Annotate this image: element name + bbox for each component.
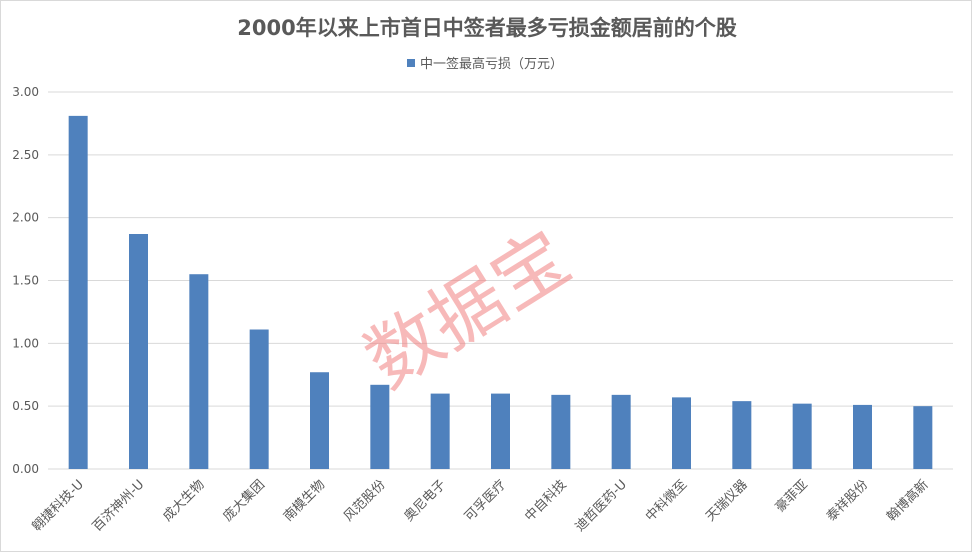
x-tick-label: 百济神州-U — [90, 477, 147, 534]
bar — [310, 372, 329, 469]
legend-swatch — [407, 59, 415, 67]
bar — [68, 115, 88, 470]
legend-label: 中一签最高亏损（万元） — [420, 56, 563, 72]
bar — [129, 234, 148, 469]
chart-title: 2000年以来上市首日中签者最多亏损金额居前的个股 — [237, 16, 736, 40]
bar — [732, 401, 752, 469]
x-tick-label: 南模生物 — [280, 477, 328, 525]
bar — [792, 403, 812, 469]
x-tick-label: 迪哲医药-U — [573, 477, 630, 534]
y-tick-label: 2.50 — [12, 148, 39, 162]
bar — [611, 394, 631, 469]
y-tick-label: 1.50 — [12, 274, 39, 288]
x-axis-ticks: 翱捷科技-U 百济神州-U 成大生物 庞大集团 南模生物 风范股份 奥尼电子 可孚医疗 中自科技… — [30, 477, 932, 535]
bar — [430, 393, 450, 469]
bar — [370, 384, 390, 469]
x-tick-label: 成大生物 — [160, 477, 207, 524]
x-tick-label: 天瑞仪器 — [703, 477, 750, 524]
y-tick-label: 2.00 — [12, 211, 39, 225]
bar — [491, 393, 510, 469]
y-tick-label: 0.50 — [12, 399, 39, 413]
y-tick-label: 3.00 — [12, 85, 39, 99]
bar — [672, 397, 691, 469]
x-tick-label: 中科微至 — [643, 477, 690, 524]
x-tick-label: 风范股份 — [341, 477, 388, 524]
y-tick-label: 1.00 — [12, 336, 39, 350]
x-tick-label: 豪菲亚 — [772, 477, 811, 516]
bar — [913, 406, 933, 469]
bar — [853, 404, 872, 469]
x-tick-label: 可孚医疗 — [462, 477, 509, 524]
x-tick-label: 奥尼电子 — [402, 477, 449, 524]
x-tick-label: 翰博高新 — [884, 477, 932, 525]
bar — [249, 329, 269, 469]
x-tick-label: 中自科技 — [522, 477, 569, 524]
x-tick-label: 泰祥股份 — [824, 477, 871, 524]
watermark: 数据宝 — [351, 215, 585, 406]
y-axis-ticks: 0.00 0.50 1.00 1.50 2.00 2.50 3.00 — [12, 85, 39, 476]
bar — [551, 394, 571, 469]
bar — [189, 274, 209, 469]
x-tick-label: 庞大集团 — [220, 477, 268, 525]
legend: 中一签最高亏损（万元） — [407, 56, 563, 72]
y-tick-label: 0.00 — [12, 462, 39, 476]
bars — [68, 115, 933, 470]
x-tick-label: 翱捷科技-U — [30, 477, 87, 534]
